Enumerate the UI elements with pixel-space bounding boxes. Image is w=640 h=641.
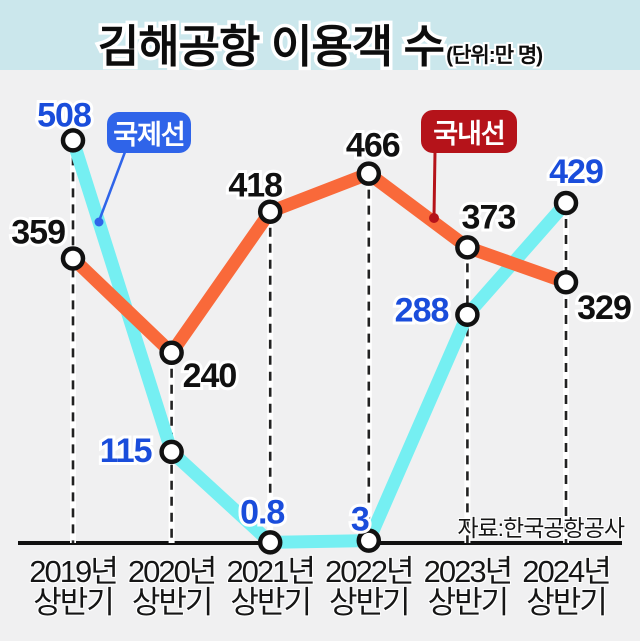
value-label: 3 — [351, 501, 369, 539]
data-point-marker — [159, 439, 184, 465]
data-point-marker — [455, 235, 480, 260]
x-axis-labels: 2019년 상반기 2020년 상반기 2021년 상반기 2022년 상반기 2023년 상반기… — [0, 556, 640, 626]
value-label: 418 — [228, 167, 282, 205]
value-label: 373 — [462, 198, 516, 236]
data-point-marker — [60, 246, 86, 271]
data-point-marker — [257, 530, 283, 555]
legend-domestic-pointer — [432, 151, 437, 217]
value-label: 329 — [577, 289, 631, 327]
data-point-marker — [553, 190, 579, 216]
data-point-marker — [159, 340, 184, 366]
data-point-marker — [356, 161, 382, 186]
value-label: 508 — [37, 96, 91, 134]
value-label: 429 — [549, 153, 603, 191]
legend-domestic: 국내선 — [421, 110, 517, 153]
value-label: 240 — [183, 357, 237, 395]
international-line — [66, 138, 571, 549]
x-axis-label: 2019년 상반기 — [29, 554, 118, 620]
data-point-marker — [455, 302, 480, 327]
x-axis-label: 2022년 상반기 — [325, 554, 414, 620]
value-label: 359 — [11, 213, 65, 251]
x-axis-label: 2023년 상반기 — [423, 554, 513, 620]
value-label: 0.8 — [240, 493, 284, 531]
title-bar: 김해공항 이용객 수 (단위:만 명) — [0, 0, 640, 76]
legend-international-pointer — [97, 151, 127, 222]
source-credit: 자료:한국공항공사 — [457, 515, 625, 541]
data-point-marker — [60, 128, 86, 153]
value-label: 288 — [395, 292, 449, 330]
x-axis-label: 2024년 상반기 — [522, 554, 611, 620]
page-title: 김해공항 이용객 수 — [94, 18, 448, 76]
legend-domestic-pointer-dot — [429, 213, 439, 223]
x-axis-label: 2020년 상반기 — [127, 554, 217, 620]
value-label: 115 — [100, 432, 152, 470]
legend-international: 국제선 — [107, 112, 191, 153]
legend-international-pointer-dot — [94, 217, 104, 227]
domestic-line — [68, 166, 569, 363]
value-label: 466 — [346, 127, 400, 165]
data-point-marker — [257, 199, 283, 224]
unit-label: (단위:만 명) — [444, 42, 545, 69]
data-point-marker — [553, 269, 579, 295]
x-axis-label: 2021년 상반기 — [226, 554, 315, 620]
data-point-marker — [356, 528, 382, 553]
